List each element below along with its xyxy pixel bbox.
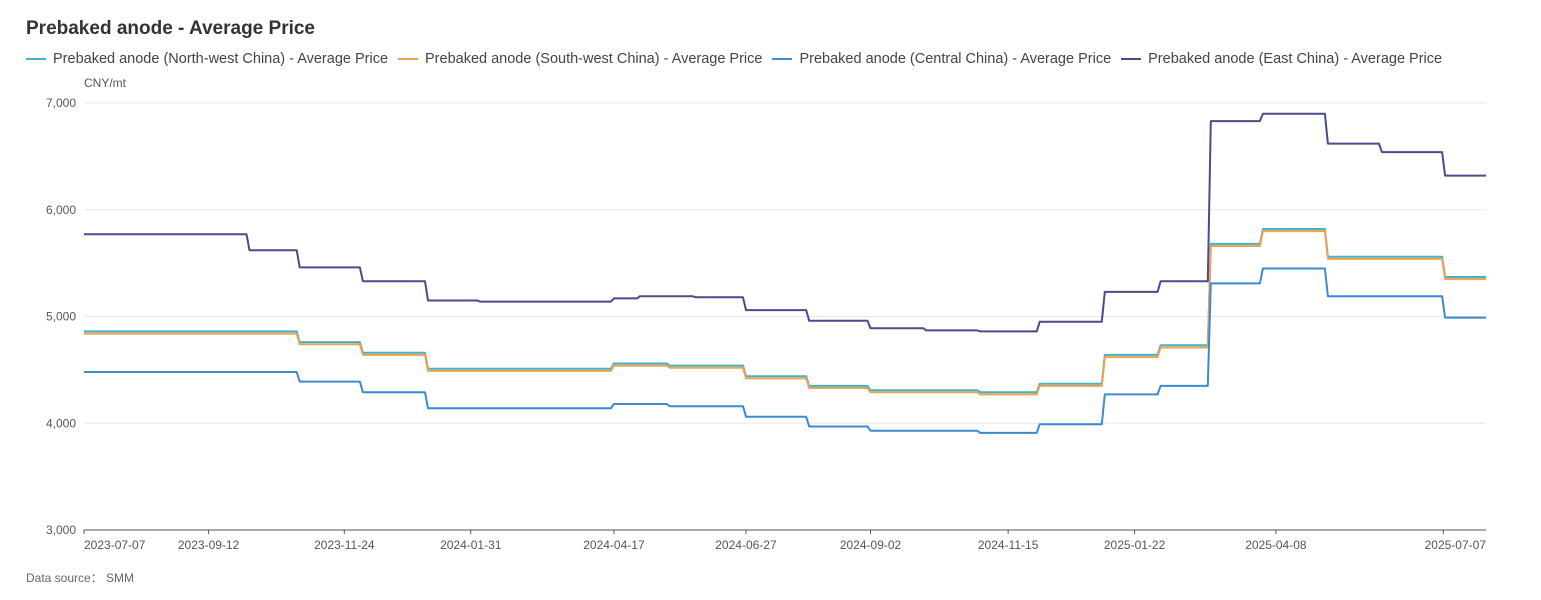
y-tick-label: 5,000 (46, 310, 76, 324)
legend-swatch (398, 58, 419, 60)
legend-swatch (26, 58, 46, 60)
chart-title: Prebaked anode - Average Price (26, 18, 315, 39)
x-tick-label: 2024-04-17 (583, 538, 645, 552)
x-tick-label: 2024-06-27 (715, 538, 777, 552)
x-tick-label: 2024-01-31 (440, 538, 502, 552)
legend-swatch (772, 58, 793, 60)
series-line (84, 230, 1486, 396)
chart-legend: Prebaked anode (North-west China) - Aver… (26, 51, 1442, 67)
series-line (84, 267, 1486, 434)
data-source-note: Data source： SMM (26, 571, 135, 585)
y-tick-label: 4,000 (46, 416, 76, 430)
legend-swatch (1121, 58, 1142, 60)
series-line (84, 112, 1486, 333)
y-tick-label: 7,000 (46, 96, 76, 110)
legend-label: Prebaked anode (North-west China) - Aver… (53, 51, 389, 67)
legend-item[interactable]: Prebaked anode (East China) - Average Pr… (1121, 51, 1442, 67)
x-tick-label: 2025-07-07 (1425, 538, 1487, 552)
legend-item[interactable]: Prebaked anode (Central China) - Average… (772, 51, 1111, 67)
x-tick-label: 2025-04-08 (1245, 538, 1307, 552)
x-tick-label: 2024-11-15 (978, 538, 1039, 552)
legend-item[interactable]: Prebaked anode (South-west China) - Aver… (398, 51, 762, 67)
x-tick-label: 2025-01-22 (1104, 538, 1166, 552)
legend-label: Prebaked anode (Central China) - Average… (799, 51, 1112, 67)
y-axis-unit: CNY/mt (84, 76, 126, 90)
y-tick-label: 3,000 (46, 523, 76, 537)
x-tick-label: 2023-09-12 (178, 538, 240, 552)
y-tick-label: 6,000 (46, 203, 76, 217)
legend-label: Prebaked anode (East China) - Average Pr… (1148, 51, 1443, 67)
x-tick-label: 2023-07-07 (84, 538, 146, 552)
legend-item[interactable]: Prebaked anode (North-west China) - Aver… (26, 51, 388, 67)
x-tick-label: 2023-11-24 (314, 538, 375, 552)
x-tick-label: 2024-09-02 (840, 538, 902, 552)
legend-label: Prebaked anode (South-west China) - Aver… (425, 51, 763, 67)
